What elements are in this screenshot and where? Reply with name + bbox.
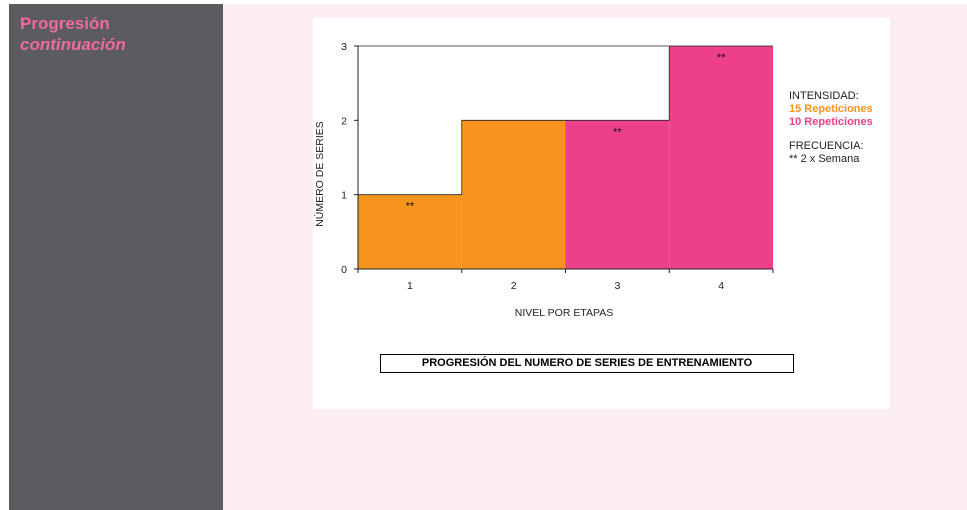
legend-item-10-reps: 10 Repeticiones (789, 116, 873, 128)
y-tick-label: 3 (341, 41, 347, 53)
bar-2 (461, 120, 566, 269)
x-tick-label: 4 (718, 280, 724, 292)
frequency-marker: ** (717, 52, 726, 64)
bar-3 (565, 120, 670, 269)
y-tick-label: 0 (341, 264, 347, 276)
legend-item-15-reps: 15 Repeticiones (789, 103, 873, 115)
y-tick-label: 2 (341, 115, 347, 127)
x-tick-label: 2 (511, 280, 517, 292)
bar-1 (358, 194, 462, 269)
legend-intensity-label: INTENSIDAD: (789, 90, 859, 102)
y-tick-label: 1 (341, 190, 347, 202)
x-tick-label: 1 (407, 280, 413, 292)
page-title-main: Progresión (20, 14, 110, 33)
y-axis-label: NÚMERO DE SERIES (314, 121, 326, 227)
sidebar: Progresión continuación (9, 4, 223, 510)
legend-frequency-value: ** 2 x Semana (789, 153, 860, 165)
frequency-marker: ** (406, 201, 415, 213)
page-title: Progresión continuación (20, 13, 126, 55)
x-tick-label: 3 (614, 280, 620, 292)
step-outline (357, 45, 773, 196)
x-axis-label: NIVEL POR ETAPAS (514, 307, 614, 319)
chart-legend: INTENSIDAD: 15 Repeticiones 10 Repeticio… (789, 90, 873, 166)
page-title-subtitle: continuación (20, 35, 126, 54)
chart-title: PROGRESIÓN DEL NUMERO DE SERIES DE ENTRE… (380, 354, 794, 373)
legend-frequency-label: FRECUENCIA: (789, 140, 864, 152)
bar-4 (669, 46, 773, 269)
frequency-marker: ** (613, 126, 622, 138)
